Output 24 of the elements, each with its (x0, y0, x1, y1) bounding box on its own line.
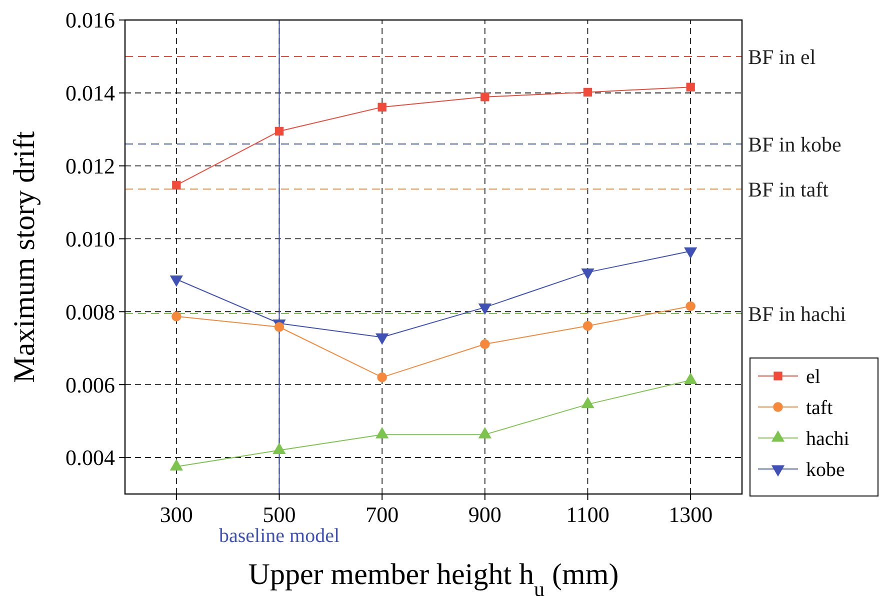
legend-label: kobe (806, 459, 845, 481)
legend-label: el (806, 366, 821, 388)
x-tick-label: 300 (160, 502, 193, 527)
ref-line-label: BF in kobe (748, 132, 842, 156)
ref-line-label: BF in hachi (748, 302, 846, 326)
legend-label: hachi (806, 428, 850, 450)
x-axis-title: Upper member height h$_{u}$ (mm) (248, 558, 619, 596)
x-tick-label: 1100 (566, 502, 610, 527)
ref-line-label: BF in taft (748, 178, 829, 202)
ref-line-label: BF in el (748, 44, 816, 69)
y-tick-label: 0.006 (66, 372, 115, 398)
y-tick-label: 0.016 (66, 8, 115, 33)
y-tick-label: 0.014 (66, 80, 115, 106)
x-tick-label: 700 (366, 502, 399, 527)
y-axis-title: Maximum story drift (8, 130, 41, 383)
y-tick-label: 0.008 (66, 299, 115, 324)
y-tick-label: 0.010 (66, 226, 115, 252)
x-tick-label: 500 (262, 502, 296, 527)
x-tick-label: 900 (468, 502, 502, 527)
x-tick-label: 1300 (668, 502, 713, 527)
legend-label: taft (806, 397, 834, 419)
ref-line-label: baseline model (218, 525, 340, 547)
y-tick-label: 0.012 (66, 154, 115, 179)
y-tick-label: 0.004 (66, 445, 115, 470)
